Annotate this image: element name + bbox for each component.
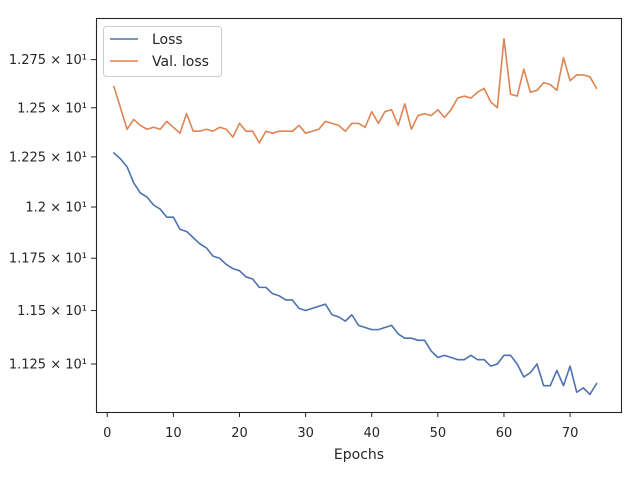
y-tick-label: 1.15 × 10¹	[17, 304, 87, 319]
legend-label-val-loss: Val. loss	[152, 54, 209, 70]
y-tick-label: 1.125 × 10¹	[9, 357, 87, 372]
x-axis-label: Epochs	[334, 447, 384, 463]
x-axis-ticks: 0 10 20 30 40 50 60 70	[103, 412, 578, 441]
x-tick-label: 10	[165, 426, 182, 441]
x-tick-label: 40	[363, 426, 380, 441]
x-tick-label: 20	[231, 426, 248, 441]
y-tick-label: 1.225 × 10¹	[9, 150, 87, 165]
plot-lines	[113, 37, 598, 396]
y-tick-label: 1.275 × 10¹	[9, 53, 87, 68]
y-axis-ticks: 1.125 × 10¹ 1.15 × 10¹ 1.175 × 10¹ 1.2 × 10…	[9, 53, 96, 372]
plot-frame	[95, 17, 623, 414]
legend-label-loss: Loss	[152, 32, 183, 48]
x-tick-label: 30	[297, 426, 314, 441]
x-tick-label: 50	[430, 426, 447, 441]
legend: Loss Val. loss	[103, 26, 222, 77]
series-line-val-loss	[113, 37, 598, 144]
y-tick-label: 1.175 × 10¹	[9, 252, 87, 267]
x-tick-label: 70	[562, 426, 579, 441]
y-tick-label: 1.2 × 10¹	[25, 201, 87, 216]
x-tick-label: 60	[496, 426, 513, 441]
x-tick-label: 0	[103, 426, 111, 441]
y-tick-label: 1.25 × 10¹	[17, 101, 87, 116]
series-line-loss	[113, 152, 598, 396]
